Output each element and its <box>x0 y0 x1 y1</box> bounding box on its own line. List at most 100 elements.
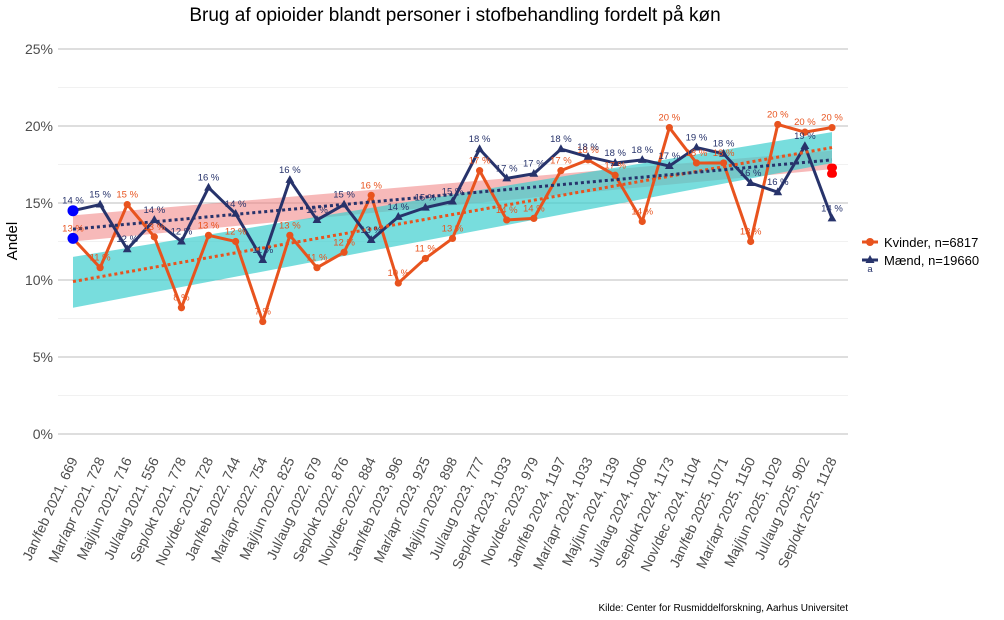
data-label: 15 % <box>442 186 464 197</box>
data-label: 13 % <box>279 220 301 231</box>
data-point <box>95 199 105 208</box>
data-label: 10 % <box>387 268 409 279</box>
data-label: 12 % <box>116 234 138 245</box>
data-point <box>502 173 512 182</box>
data-label: 18 % <box>713 148 735 159</box>
legend-note: a <box>867 264 873 275</box>
data-label: 14 % <box>523 203 545 214</box>
data-label: 15 % <box>415 193 437 204</box>
highlight-markers <box>67 163 837 244</box>
data-labels: 13 % 11 % 15 % 13 % 8 % 13 % 12 % 7 % 13 % 11 % 12… <box>62 109 843 317</box>
data-point <box>313 264 321 272</box>
legend-label: Mænd, n=19660 <box>884 253 979 268</box>
data-point <box>312 215 322 223</box>
source-note: Kilde: Center for Rusmiddelforskning, Aa… <box>598 603 848 614</box>
data-point <box>503 216 511 224</box>
y-tick-label: 20% <box>25 118 53 134</box>
data-label: 19 % <box>794 131 816 142</box>
legend-swatch-marker <box>865 255 875 263</box>
data-label: 11 % <box>252 245 274 256</box>
data-point <box>801 128 809 136</box>
data-point <box>800 141 810 150</box>
data-point <box>773 187 783 196</box>
data-point <box>774 120 782 129</box>
data-point <box>421 254 429 263</box>
data-label: 14 % <box>821 203 843 214</box>
chart-title: Brug af opioider blandt personer i stofb… <box>189 5 720 26</box>
data-label: 12 % <box>333 237 355 248</box>
data-point <box>665 123 673 132</box>
data-point <box>637 155 647 163</box>
data-point <box>719 159 728 167</box>
data-labels: 14 % 15 % 12 % 14 % 12 % 16 % 14 % 11 % 16 % 14 %… <box>62 131 843 256</box>
data-point <box>638 217 646 226</box>
data-label: 14 % <box>62 196 84 207</box>
data-label: 13 % <box>198 220 220 231</box>
start-marker <box>67 205 79 217</box>
data-label: 17 % <box>469 156 491 167</box>
trend-line-kvinder <box>72 146 833 284</box>
data-label: 17 % <box>496 163 518 174</box>
data-label: 20 % <box>767 109 789 120</box>
legend: Kvinder, n=6817 Mænd, n=19660 a <box>862 235 979 275</box>
y-tick-label: 5% <box>33 349 53 365</box>
data-point <box>747 237 755 246</box>
data-label: 14 % <box>496 205 518 216</box>
data-label: 16 % <box>740 168 762 179</box>
data-label: 8 % <box>173 293 190 304</box>
data-label: 18 % <box>686 148 708 159</box>
data-label: 16 % <box>767 177 789 188</box>
data-label: 16 % <box>198 173 220 184</box>
data-label: 18 % <box>713 139 735 150</box>
data-point <box>286 231 294 239</box>
data-label: 15 % <box>333 190 355 201</box>
data-label: 13 % <box>360 225 382 236</box>
data-point <box>177 304 186 312</box>
y-tick-label: 15% <box>25 195 53 211</box>
series-maend <box>68 141 837 263</box>
data-label: 13 % <box>442 223 464 234</box>
data-point <box>828 123 836 132</box>
data-point <box>122 244 132 253</box>
data-label: 17 % <box>550 156 572 167</box>
data-label: 18 % <box>604 148 626 159</box>
legend-swatch-marker <box>866 238 874 246</box>
y-axis-label: Andel <box>4 222 21 260</box>
data-label: 18 % <box>577 142 599 153</box>
data-point <box>827 213 837 222</box>
y-tick-label: 10% <box>25 272 53 288</box>
data-label: 11 % <box>306 253 328 264</box>
data-label: 7 % <box>255 307 272 318</box>
data-point <box>150 233 158 241</box>
data-point <box>610 158 620 166</box>
data-label: 13 % <box>740 227 762 238</box>
data-label: 14 % <box>143 205 165 216</box>
data-point <box>96 264 104 272</box>
data-point <box>232 237 240 246</box>
data-label: 20 % <box>794 117 816 128</box>
data-point <box>556 144 566 153</box>
data-label: 18 % <box>469 134 491 145</box>
end-marker <box>827 169 837 178</box>
data-label: 11 % <box>415 243 437 254</box>
data-point <box>177 236 186 245</box>
data-point <box>393 212 403 220</box>
data-label: 20 % <box>659 113 681 124</box>
data-point <box>204 182 213 191</box>
end-marker <box>827 163 837 172</box>
data-point <box>420 202 430 211</box>
data-label: 18 % <box>550 134 572 145</box>
data-point <box>476 167 484 175</box>
data-label: 18 % <box>577 145 599 156</box>
data-label: 14 % <box>225 199 247 210</box>
data-point <box>448 234 457 243</box>
data-point <box>557 167 565 175</box>
data-label: 17 % <box>523 159 545 170</box>
data-label: 17 % <box>659 151 681 162</box>
data-label: 15 % <box>116 190 138 201</box>
data-point <box>664 161 674 170</box>
data-point <box>746 178 756 186</box>
data-label: 12 % <box>225 227 247 238</box>
data-label: 13 % <box>62 223 84 234</box>
data-label: 14 % <box>631 206 653 217</box>
